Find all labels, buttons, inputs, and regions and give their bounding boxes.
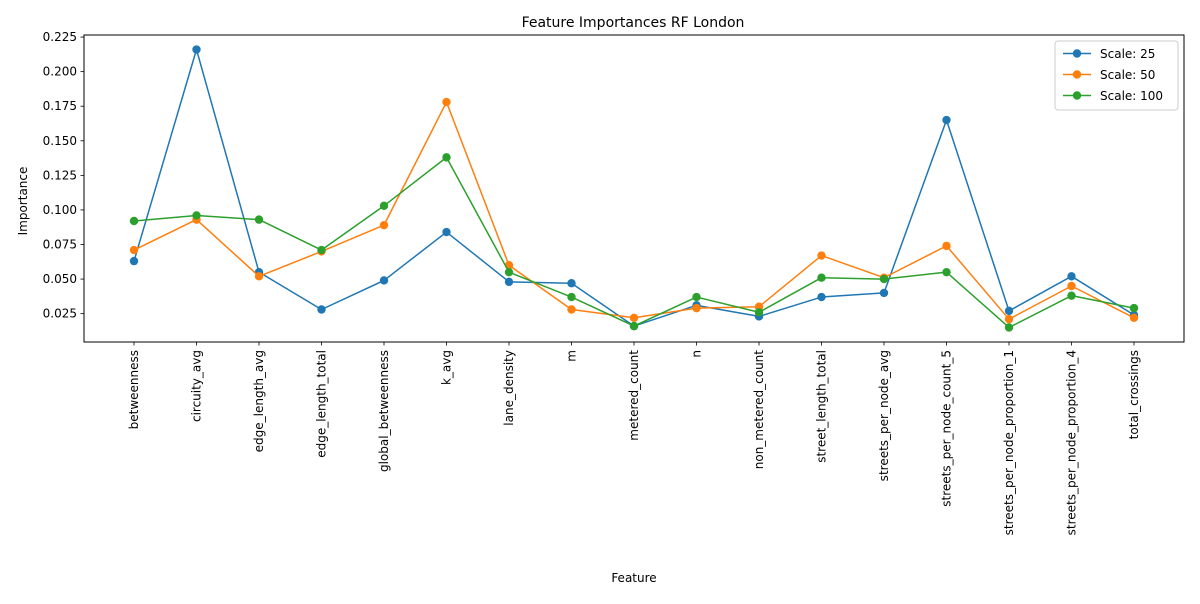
x-tick-label: metered_count — [627, 350, 641, 441]
data-point — [442, 227, 451, 237]
data-point — [379, 201, 389, 210]
legend-label: Scale: 50 — [1100, 68, 1155, 82]
data-point — [942, 115, 951, 125]
legend-marker — [1072, 49, 1082, 58]
chart-title: Feature Importances RF London — [522, 15, 745, 31]
data-point — [567, 305, 576, 314]
data-point — [567, 292, 576, 302]
data-point — [254, 272, 264, 281]
data-point — [817, 273, 826, 282]
plot-frame — [83, 34, 1185, 343]
data-point — [379, 276, 389, 285]
x-tick-label: k_avg — [440, 350, 454, 385]
data-point — [879, 288, 889, 298]
data-point — [192, 211, 201, 220]
x-tick-label: street_length_total — [815, 350, 829, 463]
data-point — [817, 292, 826, 302]
data-point — [1067, 281, 1076, 291]
series-2 — [129, 97, 1139, 324]
y-tick-label: 0.150 — [43, 134, 77, 148]
y-tick-label: 0.225 — [43, 30, 77, 44]
x-axis-title: Feature — [611, 571, 656, 585]
data-point — [1067, 272, 1076, 281]
y-tick-label: 0.025 — [43, 307, 77, 321]
data-point — [504, 267, 514, 277]
x-tick-label: circuity_avg — [190, 350, 204, 422]
data-point — [1129, 303, 1139, 313]
plot-area — [129, 45, 1139, 332]
data-point — [942, 267, 951, 277]
y-axis-title: Importance — [16, 167, 30, 236]
x-tick-label: m — [565, 350, 579, 362]
data-point — [129, 256, 139, 266]
legend-label: Scale: 100 — [1100, 89, 1163, 103]
data-point — [1129, 313, 1139, 322]
series-3 — [129, 153, 1139, 332]
data-point — [379, 220, 389, 230]
y-tick-label: 0.050 — [43, 272, 77, 286]
data-point — [1004, 314, 1014, 324]
data-point — [754, 308, 764, 317]
data-point — [504, 277, 514, 287]
series-1 — [129, 45, 1139, 331]
data-point — [817, 251, 826, 260]
series-line — [133, 48, 1135, 327]
series-line — [133, 156, 1135, 329]
x-tick-label: non_metered_count — [752, 350, 766, 470]
data-point — [692, 303, 701, 313]
data-point — [317, 305, 326, 314]
data-point — [129, 245, 139, 255]
data-point — [129, 216, 139, 226]
y-tick-label: 0.075 — [43, 238, 77, 252]
data-point — [442, 153, 451, 162]
y-tick-label: 0.100 — [43, 203, 77, 217]
data-point — [1004, 306, 1014, 316]
x-tick-label: total_crossings — [1127, 350, 1141, 439]
x-tick-label: n — [690, 350, 704, 358]
data-point — [442, 97, 451, 107]
data-point — [317, 245, 326, 255]
legend-box — [1054, 40, 1179, 111]
data-point — [629, 313, 639, 322]
data-point — [942, 241, 951, 251]
data-point — [192, 45, 201, 54]
x-tick-label: edge_length_total — [315, 350, 329, 458]
x-tick-label: streets_per_node_count_5 — [940, 350, 954, 507]
data-point — [254, 215, 264, 224]
x-tick-label: edge_length_avg — [252, 350, 266, 452]
x-tick-label: streets_per_node_avg — [877, 350, 891, 481]
data-point — [1067, 291, 1076, 300]
x-tick-label: betweenness — [127, 350, 141, 429]
legend-marker — [1072, 91, 1082, 100]
data-point — [629, 321, 639, 331]
legend-marker — [1072, 70, 1082, 79]
data-point — [692, 292, 701, 302]
y-tick-label: 0.200 — [43, 65, 77, 79]
legend-label: Scale: 25 — [1100, 47, 1155, 61]
legend: Scale: 25 Scale: 50 Scale: 100 — [1054, 40, 1179, 111]
y-tick-label: 0.175 — [43, 99, 77, 113]
x-tick-label: lane_density — [502, 350, 516, 426]
data-point — [879, 274, 889, 284]
x-tick-label: streets_per_node_proportion_4 — [1065, 350, 1079, 535]
data-point — [1004, 323, 1014, 332]
data-point — [567, 279, 576, 288]
y-tick-label: 0.125 — [43, 168, 77, 182]
x-tick-label: global_betweenness — [377, 350, 391, 472]
x-tick-label: streets_per_node_proportion_1 — [1002, 350, 1016, 535]
